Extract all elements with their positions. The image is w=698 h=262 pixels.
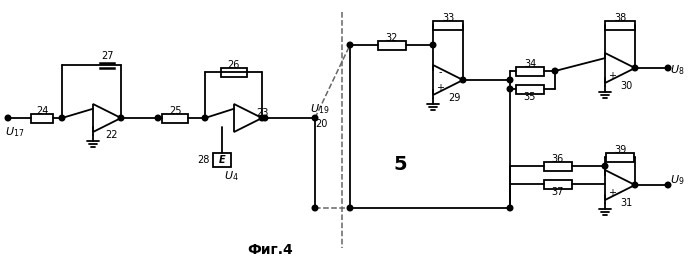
Bar <box>606 152 634 162</box>
Text: $U_8$: $U_8$ <box>670 63 685 77</box>
Bar <box>378 41 406 50</box>
Circle shape <box>312 115 318 121</box>
Text: 24: 24 <box>36 106 48 116</box>
Text: -: - <box>438 67 442 77</box>
Text: 30: 30 <box>620 81 632 91</box>
Circle shape <box>5 115 10 121</box>
Text: E: E <box>218 155 225 165</box>
Circle shape <box>202 115 208 121</box>
Text: +: + <box>608 71 616 81</box>
Text: $U_9$: $U_9$ <box>670 173 685 187</box>
Circle shape <box>118 115 124 121</box>
Circle shape <box>632 65 638 71</box>
Circle shape <box>665 182 671 188</box>
Text: 32: 32 <box>385 33 398 43</box>
Text: 5: 5 <box>393 156 407 174</box>
Text: $U_{19}$: $U_{19}$ <box>310 102 329 116</box>
Bar <box>162 113 188 123</box>
Text: +: + <box>608 188 616 198</box>
Bar <box>605 20 635 30</box>
Text: $U_{17}$: $U_{17}$ <box>5 125 24 139</box>
Text: 20: 20 <box>315 119 327 129</box>
Circle shape <box>507 86 513 92</box>
Bar <box>516 67 544 75</box>
Circle shape <box>507 77 513 83</box>
Bar <box>433 20 463 30</box>
Circle shape <box>155 115 161 121</box>
Text: 33: 33 <box>442 13 454 23</box>
Bar <box>31 113 53 123</box>
Circle shape <box>312 205 318 211</box>
Text: 34: 34 <box>524 59 536 69</box>
Bar <box>544 179 572 189</box>
Bar <box>213 153 231 167</box>
Circle shape <box>262 115 268 121</box>
Circle shape <box>665 65 671 71</box>
Text: 28: 28 <box>198 155 210 165</box>
Text: 31: 31 <box>620 198 632 208</box>
Text: 22: 22 <box>105 130 117 140</box>
Text: 29: 29 <box>448 93 460 103</box>
Circle shape <box>552 68 558 74</box>
Circle shape <box>59 115 65 121</box>
Bar <box>221 68 246 77</box>
Text: 38: 38 <box>614 13 626 23</box>
Circle shape <box>602 163 608 169</box>
Circle shape <box>347 205 352 211</box>
Text: 36: 36 <box>551 154 563 164</box>
Text: 25: 25 <box>169 106 181 116</box>
Circle shape <box>430 42 436 48</box>
Bar <box>516 85 544 94</box>
Circle shape <box>460 77 466 83</box>
Circle shape <box>632 182 638 188</box>
Text: 35: 35 <box>524 92 536 102</box>
Bar <box>544 162 572 171</box>
Text: 26: 26 <box>228 60 239 70</box>
Text: 23: 23 <box>255 108 268 118</box>
Text: 27: 27 <box>101 51 113 61</box>
Circle shape <box>259 115 265 121</box>
Circle shape <box>507 205 513 211</box>
Text: Фиг.4: Фиг.4 <box>247 243 293 257</box>
Text: +: + <box>436 83 444 93</box>
Text: 37: 37 <box>551 187 564 197</box>
Text: $U_4$: $U_4$ <box>224 169 239 183</box>
Circle shape <box>347 42 352 48</box>
Text: 39: 39 <box>614 145 626 155</box>
